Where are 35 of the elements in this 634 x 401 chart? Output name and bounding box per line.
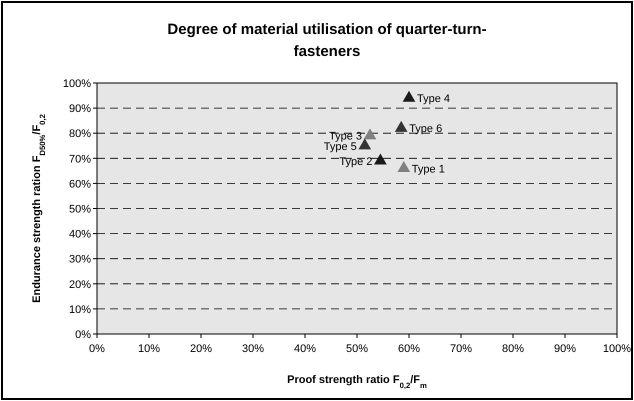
- series-label: Type 1: [412, 163, 445, 176]
- point: [358, 138, 372, 150]
- x-tick-label: 10%: [138, 343, 160, 355]
- x-axis-title: Proof strength ratio F$_{0,2}$/F$_{m}$: [287, 374, 428, 390]
- series-label: Type 6: [409, 123, 442, 136]
- series-label: Type 3: [328, 130, 362, 143]
- x-tick-label: 30%: [242, 343, 264, 355]
- chart-title: Degree of material utilisation of quarter-turn-fasteners: [167, 21, 487, 60]
- y-tick-label: 80%: [68, 128, 92, 140]
- point: [394, 120, 408, 132]
- x-tick-label: 70%: [450, 343, 472, 355]
- x-tick-label: 80%: [502, 343, 524, 355]
- x-tick-label: 20%: [190, 343, 212, 355]
- point: [397, 161, 410, 172]
- y-tick-label: 30%: [68, 254, 92, 266]
- point: [364, 128, 376, 140]
- y-tick-label: 10%: [68, 304, 92, 316]
- y-tick-label: 70%: [68, 153, 92, 166]
- x-tick-label: 50%: [346, 343, 368, 355]
- y-tick-label: 50%: [68, 204, 92, 216]
- x-tick-label: 90%: [554, 343, 576, 355]
- point: [374, 153, 387, 164]
- series-label: Type 5: [324, 140, 357, 153]
- series-label: Type 4: [417, 93, 450, 106]
- x-tick-label: 60%: [398, 343, 420, 355]
- y-tick-label: 100%: [62, 78, 92, 90]
- point: [402, 90, 416, 102]
- y-tick-label: 90%: [68, 103, 92, 116]
- y-tick-label: 20%: [68, 278, 92, 291]
- y-tick-label: 40%: [68, 228, 92, 241]
- x-tick-label: 0%: [89, 343, 106, 355]
- y-tick-label: 60%: [68, 178, 92, 190]
- x-tick-label: 100%: [602, 343, 632, 355]
- y-tick-label: 0%: [75, 329, 92, 341]
- x-tick-label: 40%: [294, 343, 316, 355]
